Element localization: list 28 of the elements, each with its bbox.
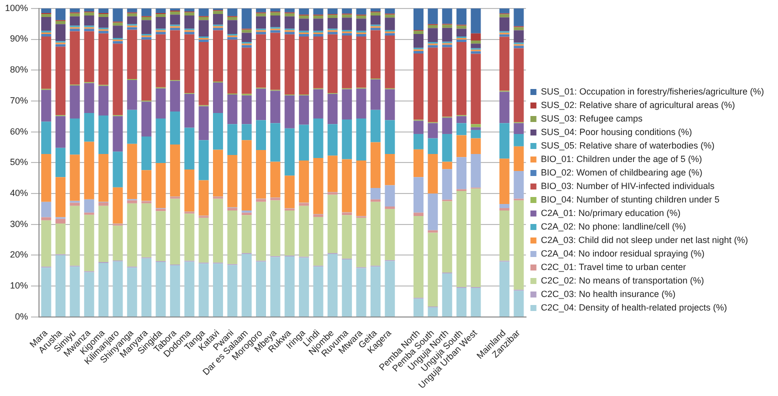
y-tick-label: 90% xyxy=(10,34,28,44)
legend-label: C2A_04: No indoor residual spraying (%) xyxy=(540,248,704,258)
legend-label: C2A_01: No/primary education (%) xyxy=(540,208,680,218)
y-tick-label: 100% xyxy=(4,2,28,13)
legend-label: BIO_03: Number of HIV-infected individuals xyxy=(540,180,715,191)
legend-label: SUS_02: Relative share of agricultural areas (%) xyxy=(540,100,735,110)
legend-label: C2C_03: No health insurance (%) xyxy=(540,288,676,299)
y-tick-label: 20% xyxy=(10,250,28,260)
y-tick-label: 10% xyxy=(10,280,28,291)
y-tick-label: 80% xyxy=(10,64,28,75)
legend-label: C2C_02: No means of transportation (%) xyxy=(540,275,704,286)
legend-label: BIO_01: Children under the age of 5 (%) xyxy=(540,154,702,164)
legend-label: C2A_02: No phone: landline/cell (%) xyxy=(540,221,686,232)
legend-label: C2C_01: Travel time to urban center xyxy=(540,262,686,272)
y-tick-label: 50% xyxy=(10,157,28,168)
y-tick-label: 60% xyxy=(10,126,28,136)
y-tick-label: 40% xyxy=(10,188,28,198)
legend-label: SUS_05: Relative share of waterbodies (%) xyxy=(540,140,714,150)
legend-label: BIO_02: Women of childbearing age (%) xyxy=(540,167,702,178)
legend-label: SUS_01: Occupation in forestry/fisheries/agriculture (%) xyxy=(540,86,764,96)
legend-label: C2A_03: Child did not sleep under net last night (%) xyxy=(540,234,748,245)
y-tick-label: 70% xyxy=(10,95,28,106)
legend-label: C2C_04: Density of health-related projects (%) xyxy=(540,302,727,312)
legend-label: BIO_04: Number of stunting children under 5 xyxy=(540,194,720,204)
legend-label: SUS_04: Poor housing conditions (%) xyxy=(540,126,692,137)
y-tick-label: 0% xyxy=(15,311,28,322)
legend-label: SUS_03: Refugee camps xyxy=(540,113,643,124)
y-tick-label: 30% xyxy=(10,218,28,229)
